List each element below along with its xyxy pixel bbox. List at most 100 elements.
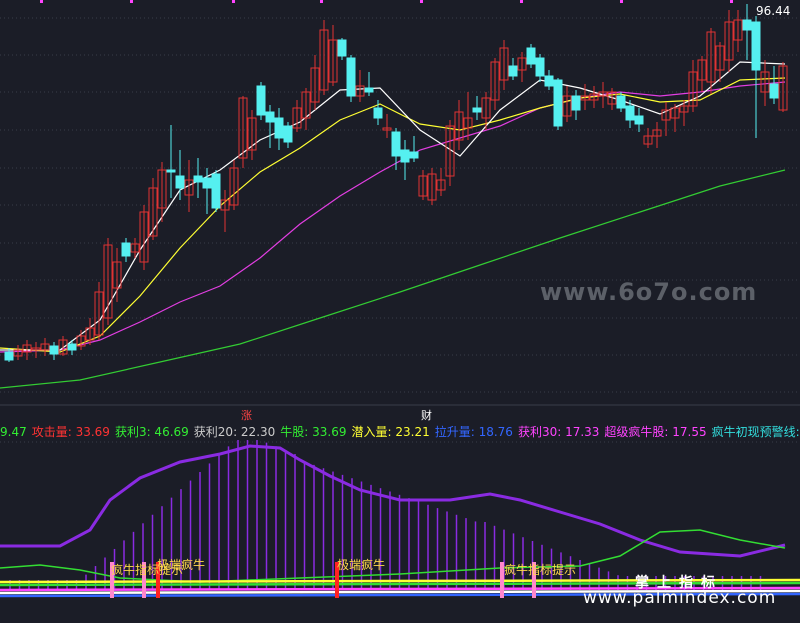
- candle-body: [706, 31, 716, 83]
- signal-bar: [156, 562, 160, 598]
- band-line: [0, 592, 800, 598]
- candle-body: [445, 125, 455, 177]
- tag-bull-hint-2: 疯牛指标提示: [504, 563, 577, 577]
- candle-body: [274, 117, 284, 139]
- purple-curve: [0, 444, 786, 558]
- top-tick: [420, 0, 423, 3]
- ma60-line: [0, 169, 786, 389]
- tag-extreme-bull-1: 极端疯牛: [157, 558, 206, 572]
- candle-body: [319, 29, 329, 91]
- candle-body: [589, 93, 599, 101]
- ma5-line: [0, 61, 786, 351]
- legend-item-0: 9.47: [0, 425, 27, 439]
- candle-body: [418, 175, 428, 197]
- candle-body: [22, 344, 32, 353]
- candle-body: [202, 177, 212, 189]
- candle-body: [535, 57, 545, 77]
- legend-item-9: 疯牛初现预警线: 30.00: [711, 425, 800, 439]
- candle-body: [517, 57, 527, 71]
- watermark-brand: 掌上指标: [635, 575, 723, 591]
- high-price-label: 96.44: [756, 4, 791, 18]
- candle-body: [679, 105, 689, 113]
- candle-body: [499, 47, 509, 81]
- candle-body: [112, 261, 122, 289]
- candle-body: [427, 173, 437, 201]
- signal-bar: [335, 562, 339, 598]
- tag-extreme-bull-2: 极端疯牛: [337, 558, 386, 572]
- candle-body: [571, 95, 581, 111]
- candle-body: [733, 19, 743, 41]
- top-tick: [520, 0, 523, 3]
- legend-item-4: 牛股: 33.69: [280, 425, 347, 439]
- candle-body: [67, 343, 77, 351]
- legend-item-2: 获利3: 46.69: [114, 425, 189, 439]
- candle-body: [265, 111, 275, 123]
- candle-body: [598, 91, 608, 97]
- candle-body: [544, 75, 554, 87]
- candle-body: [580, 95, 590, 101]
- candle-body: [616, 95, 626, 109]
- candle-body: [4, 351, 14, 361]
- candle-body: [481, 97, 491, 119]
- candle-body: [751, 21, 761, 71]
- candle-body: [76, 335, 86, 347]
- candle-body: [715, 45, 725, 71]
- candle-body: [652, 129, 662, 137]
- top-tick: [232, 0, 235, 3]
- candle-body: [220, 199, 230, 211]
- legend-item-6: 拉升量: 18.76: [434, 425, 513, 439]
- candle-body: [229, 167, 239, 206]
- candle-body: [454, 111, 464, 141]
- candle-body: [211, 173, 221, 209]
- candle-body: [742, 19, 752, 31]
- tag-bull-hint-1: 疯牛指标提示: [111, 563, 184, 577]
- candle-body: [553, 79, 563, 127]
- candle-body: [247, 117, 257, 151]
- candle-body: [121, 242, 131, 257]
- candle-body: [634, 115, 644, 125]
- candle-body: [472, 107, 482, 113]
- candle-body: [103, 244, 113, 319]
- candle-body: [382, 127, 392, 131]
- candle-body: [31, 347, 41, 351]
- candle-body: [157, 169, 167, 209]
- candle-body: [292, 107, 302, 129]
- marker-cai: 财: [421, 409, 432, 422]
- legend-item-7: 获利30: 17.33: [517, 425, 600, 439]
- band-line: [0, 581, 800, 587]
- candle-body: [526, 47, 536, 65]
- candle-body: [400, 149, 410, 163]
- candle-body: [166, 169, 176, 173]
- candle-body: [463, 117, 473, 129]
- candle-body: [508, 65, 518, 77]
- legend-item-8: 超级疯牛股: 17.55: [604, 425, 707, 439]
- candle-body: [301, 91, 311, 119]
- candle-body: [436, 179, 446, 191]
- candle-body: [85, 327, 95, 341]
- candle-body: [778, 65, 788, 111]
- candle-body: [355, 85, 365, 97]
- candle-body: [625, 105, 635, 121]
- candle-body: [175, 175, 185, 189]
- candle-body: [409, 151, 419, 159]
- candle-body: [697, 59, 707, 81]
- candle-body: [769, 83, 779, 99]
- candle-body: [238, 97, 248, 159]
- band-line: [0, 589, 800, 595]
- candle-body: [724, 21, 734, 61]
- candle-body: [139, 211, 149, 263]
- candle-body: [364, 87, 374, 93]
- top-tick: [320, 0, 323, 3]
- candle-body: [643, 135, 653, 145]
- candle-body: [670, 107, 680, 119]
- green-curve: [0, 529, 786, 583]
- top-tick: [730, 0, 733, 3]
- ma10-line: [0, 77, 786, 353]
- candle-body: [760, 71, 770, 93]
- top-tick: [620, 0, 623, 3]
- candle-body: [94, 291, 104, 336]
- candle-body: [337, 39, 347, 57]
- candle-body: [148, 187, 158, 237]
- candle-body: [256, 85, 266, 116]
